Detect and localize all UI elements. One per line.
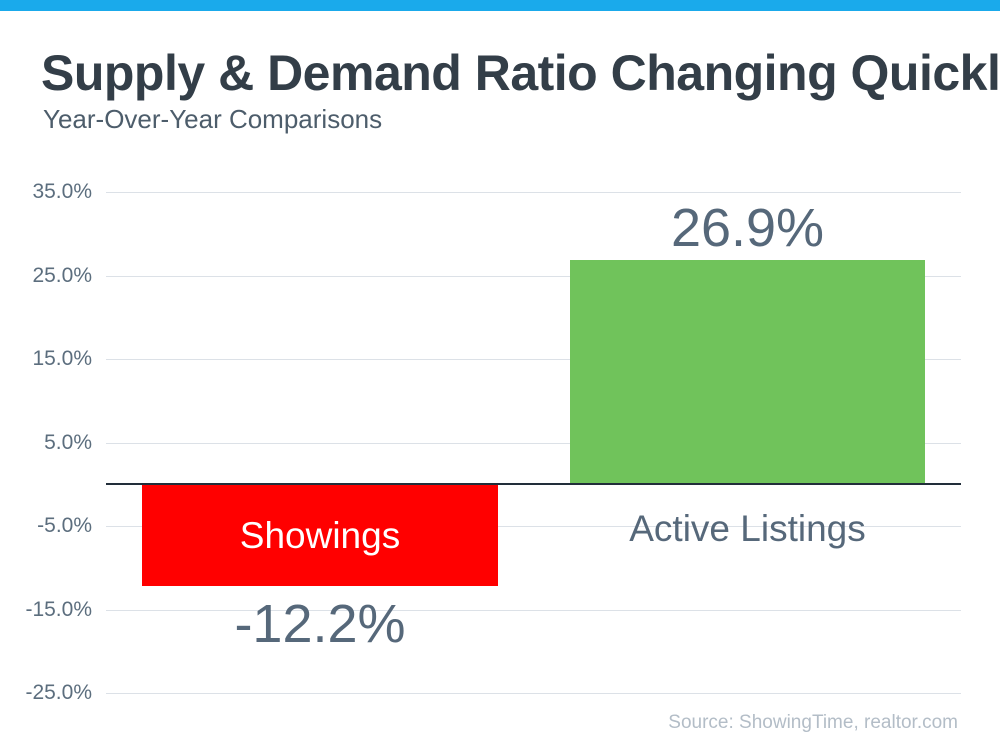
gridline-15 [106, 359, 961, 360]
value-label-active-listings: 26.9% [670, 198, 825, 258]
gridline-neg5 [106, 526, 961, 527]
gridline-35 [106, 192, 961, 193]
top-accent-bar [0, 0, 1000, 11]
gridline-neg15 [106, 610, 961, 611]
category-label-showings: Showings [239, 514, 401, 556]
chart-subtitle: Year-Over-Year Comparisons [43, 104, 383, 134]
bar-showings: Showings [142, 485, 498, 586]
y-tick-label-5: 5.0% [44, 431, 92, 454]
y-tick-label-35: 35.0% [32, 180, 92, 203]
y-tick-label-15: 15.0% [32, 347, 92, 370]
value-label-showings: -12.2% [234, 594, 406, 654]
gridline-25 [106, 276, 961, 277]
chart-title: Supply & Demand Ratio Changing Quickly [41, 45, 1000, 101]
source-credit: Source: ShowingTime, realtor.com [668, 712, 958, 733]
bar-active-listings [570, 260, 925, 483]
zero-axis-line [106, 483, 961, 485]
y-tick-label-neg15: -15.0% [25, 598, 92, 621]
gridline-neg25 [106, 693, 961, 694]
gridline-5 [106, 443, 961, 444]
y-tick-label-25: 25.0% [32, 264, 92, 287]
y-tick-label-neg25: -25.0% [25, 681, 92, 704]
y-tick-label-neg5: -5.0% [37, 514, 92, 537]
category-label-active-listings: Active Listings [629, 508, 866, 549]
